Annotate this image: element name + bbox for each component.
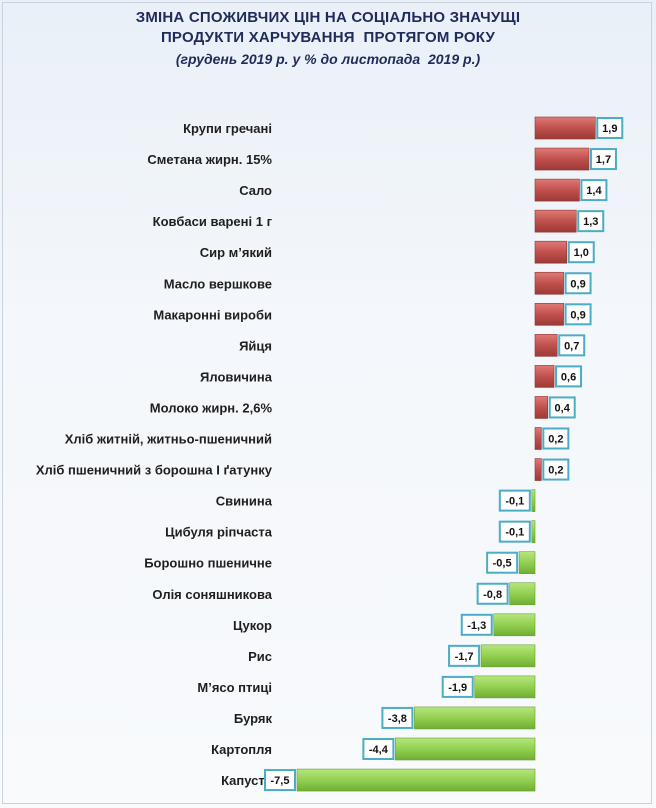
bar: [414, 706, 536, 730]
value-label-box: [448, 644, 481, 667]
value-label: 0,2: [548, 465, 563, 477]
value-label: 1,3: [583, 216, 598, 228]
value-label: -3,8: [388, 713, 407, 725]
value-label: 0,2: [548, 434, 563, 446]
value-label: 1,0: [574, 247, 589, 259]
value-label: -0,1: [505, 496, 524, 508]
value-label-box: [362, 738, 395, 760]
chart-title-line-1: ЗМІНА СПОЖИВЧИХ ЦІН НА СОЦІАЛЬНО ЗНАЧУЩІ: [135, 9, 521, 26]
value-label-box: [498, 520, 531, 543]
value-label-box: [577, 210, 605, 233]
chart-subtitle: (грудень 2019 р. у % до листопада 2019 р…: [175, 51, 481, 67]
category-label: Ковбаси варені 1 г: [153, 214, 273, 229]
category-label: Яйця: [239, 338, 272, 353]
category-label: Хліб житній, житньо-пшеничний: [65, 432, 272, 447]
value-label-box: [486, 551, 519, 574]
bar: [395, 737, 536, 761]
category-label: Цибуля ріпчаста: [165, 525, 273, 540]
value-label: 0,7: [564, 340, 579, 352]
value-label: -4,4: [369, 744, 389, 756]
value-label-box: [476, 582, 509, 605]
bar: [518, 551, 536, 575]
category-label: Хліб пшеничний з борошна І ґатунку: [36, 463, 273, 478]
bar: [534, 240, 568, 264]
bar: [534, 178, 580, 202]
chart-title-block: ЗМІНА СПОЖИВЧИХ ЦІН НА СОЦІАЛЬНО ЗНАЧУЩІ…: [0, 8, 656, 70]
value-label-box: [589, 148, 617, 171]
category-label: Цукор: [233, 618, 272, 633]
bar: [474, 675, 536, 699]
value-label: 0,6: [561, 371, 576, 383]
bar: [534, 458, 542, 481]
value-label-box: [558, 334, 586, 357]
category-label: Молоко жирн. 2,6%: [150, 400, 273, 415]
category-label: Рис: [248, 649, 272, 664]
bar: [534, 365, 555, 388]
value-label: 0,4: [555, 402, 571, 414]
value-label-box: [596, 117, 624, 139]
category-label: Сметана жирн. 15%: [147, 152, 272, 167]
bar: [509, 582, 536, 606]
value-label-box: [567, 241, 595, 264]
value-label-box: [548, 396, 576, 419]
value-label: -1,3: [467, 620, 486, 632]
value-label-box: [264, 769, 296, 792]
bar: [534, 147, 590, 171]
value-label: -0,1: [505, 527, 524, 539]
value-label: -0,8: [483, 589, 502, 601]
category-label: Капуста: [221, 773, 273, 788]
value-label-box: [542, 458, 570, 481]
category-label: Яловичина: [200, 369, 273, 384]
value-label-box: [564, 272, 592, 295]
bar: [534, 396, 548, 419]
value-label: 1,4: [586, 185, 602, 197]
category-label: Буряк: [234, 711, 273, 726]
value-label-box: [460, 613, 493, 636]
value-label: -0,5: [493, 558, 512, 570]
value-label-box: [441, 675, 474, 698]
category-label: Сир м’який: [200, 245, 272, 260]
category-label: Борошно пшеничне: [144, 556, 272, 571]
category-label: Масло вершкове: [164, 276, 272, 291]
bar: [534, 271, 564, 295]
category-label: М’ясо птиці: [197, 680, 272, 695]
value-label-box: [498, 489, 531, 512]
category-label: Свинина: [216, 494, 273, 509]
category-label: Сало: [239, 183, 272, 198]
bar: [534, 334, 558, 357]
value-label-box: [580, 179, 608, 202]
bar: [480, 644, 536, 668]
value-label: 0,9: [570, 278, 585, 290]
bar: [531, 489, 536, 512]
value-label-box: [542, 427, 570, 450]
value-label-box: [555, 365, 583, 388]
category-label: Макаронні вироби: [153, 307, 272, 322]
chart-title-line-2: ПРОДУКТИ ХАРЧУВАННЯ ПРОТЯГОМ РОКУ: [160, 29, 496, 46]
value-label: -1,7: [455, 651, 474, 663]
bar: [493, 613, 536, 637]
bar: [534, 116, 596, 140]
value-label: -1,9: [448, 682, 467, 694]
value-label: 1,7: [596, 154, 611, 166]
value-label-box: [381, 706, 414, 729]
value-label: 0,9: [570, 309, 585, 321]
bar: [534, 427, 542, 450]
bar: [534, 209, 577, 233]
value-label-box: [564, 303, 592, 326]
value-label: 1,9: [602, 123, 617, 135]
bar: [534, 302, 564, 326]
bar: [296, 768, 536, 792]
category-label: Картопля: [211, 742, 272, 757]
category-label: Олія соняшникова: [152, 587, 272, 602]
category-label: Крупи гречані: [183, 121, 272, 136]
bar: [531, 520, 536, 543]
value-label: -7,5: [271, 775, 290, 787]
